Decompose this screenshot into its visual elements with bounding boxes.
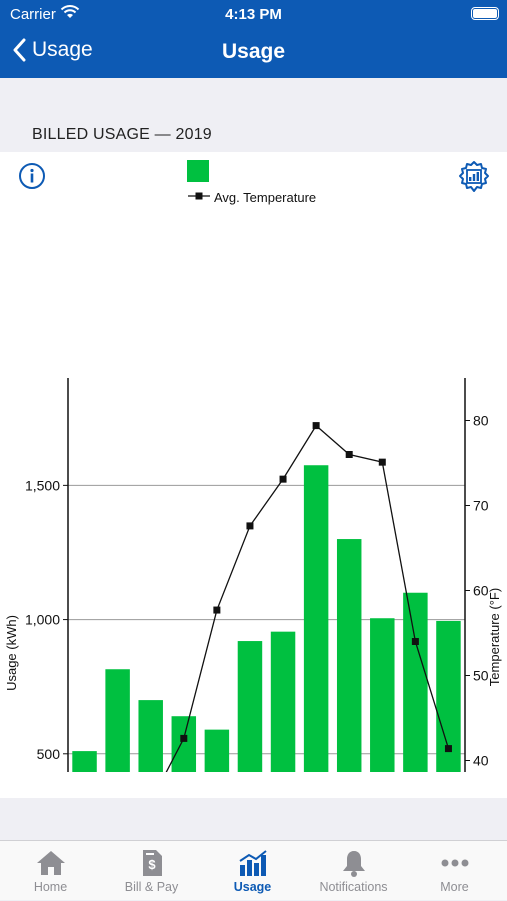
chart-settings-button[interactable] xyxy=(457,160,491,199)
y2-tick-label: 60 xyxy=(473,583,489,599)
y-axis-title: Usage (kWh) xyxy=(4,615,19,691)
usage-bar xyxy=(138,700,163,772)
more-dots-icon xyxy=(441,859,468,867)
temperature-point xyxy=(213,606,221,614)
temperature-line xyxy=(165,424,450,772)
tab-home[interactable]: Home xyxy=(0,841,101,901)
usage-chart-icon xyxy=(238,850,267,876)
usage-bar xyxy=(370,618,395,772)
info-button[interactable] xyxy=(18,162,46,195)
battery-icon xyxy=(471,7,499,20)
temperature-point xyxy=(180,734,188,742)
tab-usage[interactable]: Usage xyxy=(202,841,303,901)
temperature-point xyxy=(312,422,320,430)
y2-axis-title: Temperature (°F) xyxy=(487,588,502,686)
temperature-point xyxy=(378,458,386,466)
bell-icon xyxy=(342,851,365,877)
y2-tick-label: 50 xyxy=(473,668,489,684)
gear-chart-icon xyxy=(459,161,489,192)
tab-bill-pay[interactable]: $ Bill & Pay xyxy=(101,841,202,901)
temperature-point xyxy=(279,475,287,483)
wifi-icon xyxy=(60,4,80,24)
chevron-left-icon xyxy=(13,38,26,62)
y2-tick-label: 80 xyxy=(473,413,489,429)
tab-more[interactable]: More xyxy=(404,841,505,901)
status-bar: Carrier 4:13 PM xyxy=(0,0,507,28)
temperature-point xyxy=(411,638,419,645)
y2-tick-label: 40 xyxy=(473,753,489,769)
tab-more-label: More xyxy=(440,880,469,894)
y-tick-label: 500 xyxy=(37,746,61,762)
temperature-legend-marker xyxy=(188,192,210,200)
usage-bar xyxy=(336,539,362,772)
section-header: BILLED USAGE — 2019 xyxy=(32,126,212,143)
usage-bar xyxy=(105,669,130,772)
usage-chart-card: Avg. Temperature 05001,0001,500304050607… xyxy=(0,152,507,798)
svg-text:$: $ xyxy=(148,857,156,872)
usage-bar xyxy=(237,641,263,772)
tab-bar: Home $ Bill & Pay Usage Notifications Mo… xyxy=(0,840,507,900)
y-tick-label: 1,500 xyxy=(25,477,60,493)
tab-notifications-label: Notifications xyxy=(319,880,388,894)
temperature-point xyxy=(345,451,353,458)
back-button[interactable]: Usage xyxy=(12,38,93,62)
clock-label: 4:13 PM xyxy=(225,6,282,23)
y2-tick-label: 70 xyxy=(473,498,489,514)
temperature-point xyxy=(444,745,452,753)
tab-usage-label: Usage xyxy=(233,880,272,894)
tab-home-label: Home xyxy=(33,880,68,894)
usage-bar xyxy=(403,592,428,772)
tab-bill-pay-label: Bill & Pay xyxy=(124,880,179,894)
temperature-legend-label: Avg. Temperature xyxy=(214,190,317,205)
navigation-bar: Usage Usage xyxy=(0,28,507,78)
back-button-label: Usage xyxy=(32,38,93,61)
usage-bar xyxy=(72,751,97,772)
usage-bar xyxy=(270,631,296,772)
tab-notifications[interactable]: Notifications xyxy=(303,841,404,901)
info-icon xyxy=(19,163,45,189)
usage-bar xyxy=(171,716,197,772)
temperature-point xyxy=(246,522,254,530)
usage-bar xyxy=(204,729,230,772)
usage-legend-swatch xyxy=(187,160,209,182)
y-tick-label: 1,000 xyxy=(25,612,60,628)
house-icon xyxy=(36,851,65,875)
usage-bar xyxy=(303,465,329,772)
bill-icon: $ xyxy=(142,850,162,876)
carrier-label: Carrier xyxy=(10,6,56,23)
